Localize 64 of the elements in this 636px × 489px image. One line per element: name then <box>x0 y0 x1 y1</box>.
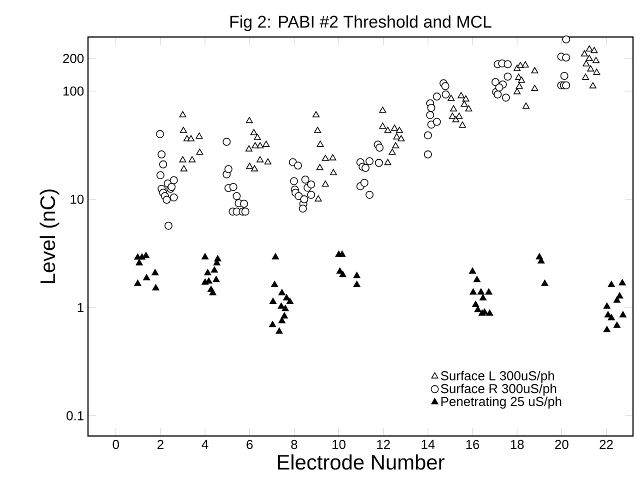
point <box>477 288 484 295</box>
y-tick-label: 0.1 <box>66 411 84 420</box>
point <box>212 276 220 282</box>
point <box>478 310 486 316</box>
x-axis-title: Electrode Number <box>278 454 444 470</box>
point <box>286 298 294 304</box>
point <box>272 253 279 260</box>
point <box>278 302 285 309</box>
point <box>136 259 143 266</box>
x-tick-label: 14 <box>422 440 435 449</box>
point <box>280 312 288 318</box>
point <box>278 289 286 296</box>
x-tick-label: 0 <box>112 440 119 450</box>
x-tick-label: 18 <box>510 440 524 450</box>
x-tick-label: 2 <box>158 440 164 449</box>
y-tick-label: 100 <box>63 86 84 96</box>
point <box>608 280 615 288</box>
x-tick-label: 22 <box>600 440 613 449</box>
point <box>353 280 360 288</box>
x-tick-label: 20 <box>555 440 568 450</box>
x-tick-label: 4 <box>202 440 208 449</box>
point <box>204 269 212 276</box>
point <box>338 250 346 257</box>
point <box>485 288 492 295</box>
point <box>282 304 289 312</box>
point <box>479 294 486 300</box>
point <box>541 280 548 286</box>
x-tick-label: 16 <box>466 440 480 450</box>
y-tick-label: 10 <box>70 194 84 204</box>
x-tick-label: 8 <box>291 440 298 450</box>
point <box>202 253 209 260</box>
point <box>152 284 160 290</box>
legend-label: Surface L 300uS/ph <box>440 370 554 383</box>
x-tick-label: 10 <box>332 440 346 450</box>
point <box>353 272 360 278</box>
point <box>603 326 610 332</box>
point <box>271 280 278 288</box>
y-tick-label: 1 <box>78 303 84 312</box>
point <box>473 276 480 282</box>
x-tick-label: 6 <box>246 440 253 450</box>
point <box>603 302 610 309</box>
legend-label: Penetrating 25 uS/ph <box>441 396 562 409</box>
point <box>276 328 283 334</box>
legend-label: Surface R 300uS/ph <box>440 384 556 396</box>
y-axis-title: Level (nC) <box>40 190 60 284</box>
point <box>278 317 286 324</box>
point <box>283 294 290 300</box>
point <box>210 266 218 273</box>
point <box>209 289 216 296</box>
point <box>469 268 476 274</box>
point <box>269 320 276 328</box>
point <box>143 274 150 280</box>
x-tick-label: 12 <box>377 440 390 449</box>
point <box>134 280 142 286</box>
point <box>486 310 494 316</box>
y-tick-label: 200 <box>63 54 84 64</box>
point <box>339 270 346 278</box>
chart-title: Fig 2: PABI #2 Threshold and MCL <box>230 15 492 32</box>
point <box>152 269 159 276</box>
point <box>270 298 277 304</box>
point <box>613 322 620 328</box>
point <box>472 300 480 307</box>
point <box>470 288 477 295</box>
point <box>616 292 624 298</box>
